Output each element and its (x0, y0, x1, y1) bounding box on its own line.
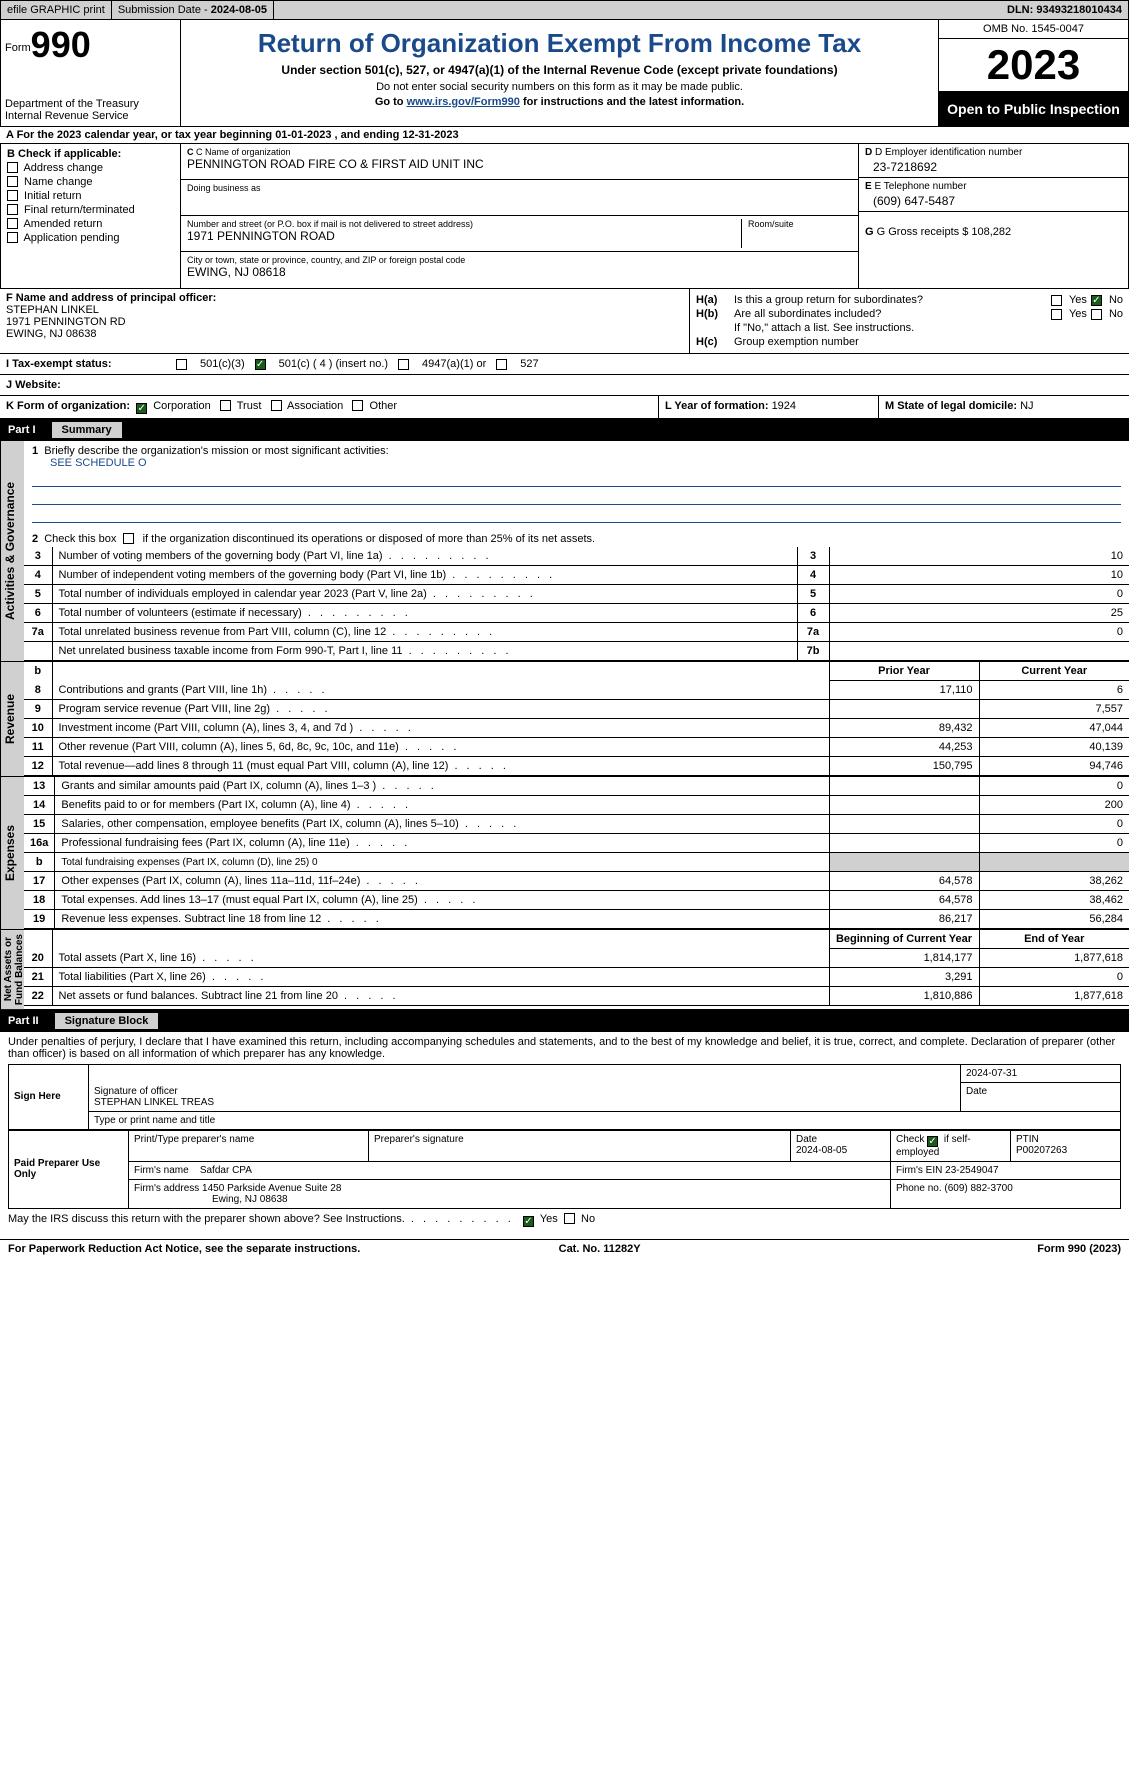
ssn-note: Do not enter social security numbers on … (189, 81, 930, 93)
tax-year: 2023 (939, 39, 1128, 92)
activities-governance-section: Activities & Governance 1 Briefly descri… (0, 441, 1129, 662)
h-a-row: H(a)Is this a group return for subordina… (696, 294, 1123, 306)
dept-treasury: Department of the Treasury Internal Reve… (5, 98, 176, 122)
corp-checkbox[interactable] (136, 403, 147, 414)
form-header: Form990 Department of the Treasury Inter… (0, 20, 1129, 127)
form-title: Return of Organization Exempt From Incom… (189, 28, 930, 59)
irs-link[interactable]: www.irs.gov/Form990 (407, 96, 520, 108)
net-assets-section: Net Assets or Fund Balances Beginning of… (0, 930, 1129, 1010)
street-box: Number and street (or P.O. box if mail i… (181, 216, 858, 252)
phone-box: E E Telephone number (609) 647-5487 (859, 178, 1128, 212)
open-public-badge: Open to Public Inspection (939, 92, 1128, 126)
4947-checkbox[interactable] (398, 359, 409, 370)
h-b-row: H(b)Are all subordinates included? Yes N… (696, 308, 1123, 320)
footer-row: For Paperwork Reduction Act Notice, see … (0, 1239, 1129, 1258)
discuss-yes-checkbox[interactable] (523, 1216, 534, 1227)
assoc-checkbox[interactable] (271, 400, 282, 411)
signature-block: Under penalties of perjury, I declare th… (0, 1032, 1129, 1239)
ein-box: D D Employer identification number 23-72… (859, 144, 1128, 178)
form-subtitle: Under section 501(c), 527, or 4947(a)(1)… (189, 63, 930, 77)
identification-block: B Check if applicable: Address change Na… (0, 144, 1129, 289)
f-h-block: F Name and address of principal officer:… (0, 289, 1129, 354)
self-employed-checkbox[interactable] (927, 1136, 938, 1147)
top-bar: efile GRAPHIC print Submission Date - 20… (0, 0, 1129, 20)
paid-preparer-label: Paid Preparer Use Only (9, 1130, 129, 1208)
ha-yes-checkbox[interactable] (1051, 295, 1062, 306)
discuss-no-checkbox[interactable] (564, 1213, 575, 1224)
col-d-e-g: D D Employer identification number 23-72… (858, 144, 1128, 288)
city-box: City or town, state or province, country… (181, 252, 858, 288)
tax-exempt-status-row: I Tax-exempt status: 501(c)(3) 501(c) ( … (0, 354, 1129, 375)
hb-no-checkbox[interactable] (1091, 309, 1102, 320)
line-a-tax-year: A For the 2023 calendar year, or tax yea… (0, 127, 1129, 144)
revenue-section: Revenue b Prior YearCurrent Year 8Contri… (0, 662, 1129, 777)
instructions-link-row: Go to www.irs.gov/Form990 for instructio… (189, 96, 930, 108)
trust-checkbox[interactable] (220, 400, 231, 411)
501c-checkbox[interactable] (255, 359, 266, 370)
website-row: J Website: (0, 375, 1129, 396)
part-ii-header: Part II Signature Block (0, 1010, 1129, 1032)
efile-label: efile GRAPHIC print (1, 1, 112, 19)
527-checkbox[interactable] (496, 359, 507, 370)
form-number: Form990 (5, 24, 176, 66)
hb-yes-checkbox[interactable] (1051, 309, 1062, 320)
org-name-box: C C Name of organization PENNINGTON ROAD… (181, 144, 858, 180)
gross-receipts-box: G G Gross receipts $ 108,282 (859, 212, 1128, 241)
discontinued-checkbox[interactable] (123, 533, 134, 544)
expenses-section: Expenses 13Grants and similar amounts pa… (0, 777, 1129, 930)
dba-box: Doing business as (181, 180, 858, 216)
submission-date: Submission Date - 2024-08-05 (112, 1, 274, 19)
form-of-org-row: K Form of organization: Corporation Trus… (0, 396, 1129, 419)
col-b-checkboxes: B Check if applicable: Address change Na… (1, 144, 181, 288)
sign-here-label: Sign Here (9, 1065, 89, 1130)
omb-number: OMB No. 1545-0047 (939, 20, 1128, 39)
ha-no-checkbox[interactable] (1091, 295, 1102, 306)
h-c-row: H(c)Group exemption number (696, 336, 1123, 348)
other-checkbox[interactable] (352, 400, 363, 411)
dln: DLN: 93493218010434 (1001, 1, 1128, 19)
501c3-checkbox[interactable] (176, 359, 187, 370)
part-i-header: Part I Summary (0, 419, 1129, 441)
